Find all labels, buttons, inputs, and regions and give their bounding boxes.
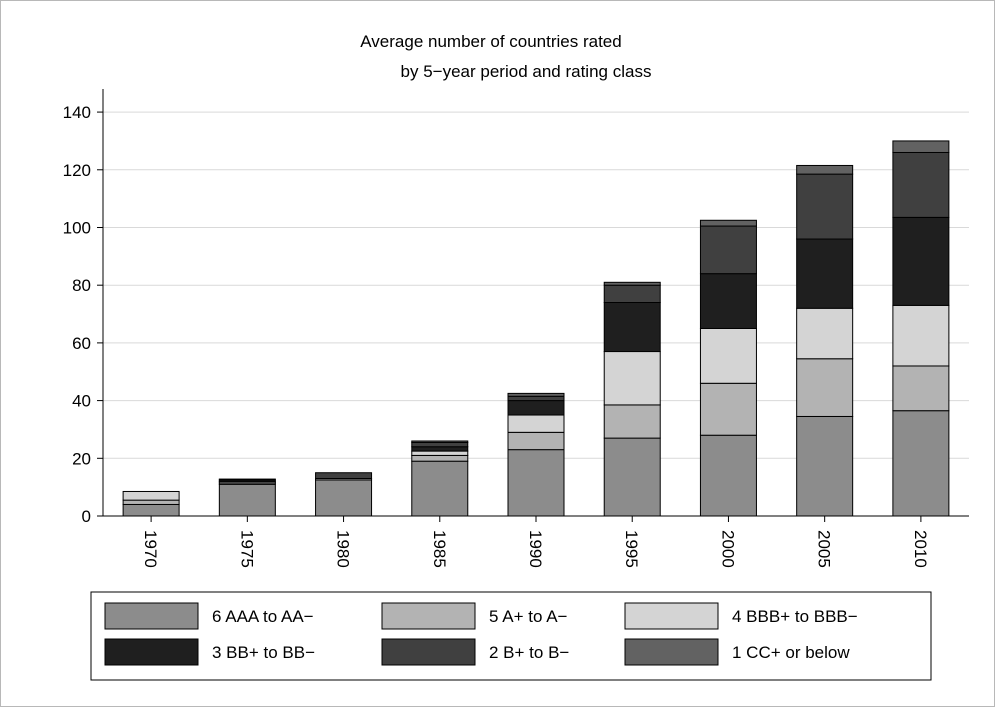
y-axis: 0 20 40 60 80 100 120 140 [63,89,104,526]
legend-label: 6 AAA to AA− [212,607,314,626]
legend-swatch [104,638,199,666]
bar-segment [892,304,950,367]
legend-label: 4 BBB+ to BBB− [732,607,858,626]
x-tick-label: 2010 [911,530,930,568]
bar-segment [603,281,661,286]
bar-segment [796,238,854,309]
bar-segment [796,164,854,175]
bar-segment [218,483,276,517]
legend-label: 5 A+ to A− [489,607,568,626]
legend-box [90,591,932,681]
legend: 6 AAA to AA− 5 A+ to A− 4 BBB+ to BBB− 3 BB… [90,591,932,681]
x-axis: 1970 1975 1980 1985 1990 1995 2000 2005 2010 [103,515,969,568]
bar-segment [892,140,950,153]
bar-segment [218,478,276,481]
bar-segment [796,358,854,417]
bar-segment [699,225,757,275]
bar-segment [699,434,757,517]
chart-title: Average number of countries rated [360,32,621,51]
x-tick-label: 1985 [430,530,449,568]
y-tick-label: 60 [72,334,91,353]
bar-segment [892,151,950,218]
bar-segment [507,392,565,397]
bar-segment [411,454,469,462]
chart-subtitle: by 5−year period and rating class [401,62,652,81]
grid-lines [103,111,969,459]
legend-swatch [624,602,719,630]
bar-segment [507,431,565,451]
legend-label: 2 B+ to B− [489,643,569,662]
legend-label: 1 CC+ or below [732,643,850,662]
x-tick-label: 1990 [526,530,545,568]
bar-segment [699,273,757,329]
bar-segment [603,302,661,353]
y-tick-label: 40 [72,392,91,411]
x-tick-label: 2005 [815,530,834,568]
bar-segment [892,216,950,306]
bar-segment [315,472,373,479]
legend-swatch [381,602,476,630]
legend-swatch [381,638,476,666]
bar-segment [699,327,757,384]
y-tick-label: 20 [72,449,91,468]
bar-segment [699,219,757,227]
bar-segment [603,284,661,303]
legend-swatch [104,602,199,630]
bar-segment [411,441,469,448]
legend-swatch [624,638,719,666]
y-tick-label: 120 [63,161,91,180]
bars [122,140,950,517]
bar-segment [411,450,469,456]
bar-segment [796,415,854,517]
x-tick-label: 1995 [622,530,641,568]
bar-segment [603,437,661,517]
bar-segment [507,400,565,416]
bar-segment [315,479,373,517]
bar-segment [411,460,469,517]
x-tick-label: 1980 [334,530,353,568]
bar-segment [411,446,469,452]
bar-segment [699,382,757,436]
x-tick-label: 2000 [718,530,737,568]
y-tick-label: 140 [63,103,91,122]
bar-segment [603,351,661,406]
bar-segment [122,499,180,505]
bar-segment [796,173,854,240]
bar-segment [796,307,854,360]
bar-segment [507,395,565,402]
x-tick-label: 1975 [237,530,256,568]
y-tick-label: 80 [72,276,91,295]
bar-segment [411,440,469,443]
bar-segment [603,404,661,439]
y-tick-label: 100 [63,218,91,237]
legend-label: 3 BB+ to BB− [212,643,315,662]
bar-segment [122,503,180,517]
bar-segment [507,414,565,433]
bar-segment [122,490,180,501]
y-tick-label: 0 [82,507,91,526]
bar-segment [892,410,950,517]
bar-segment [507,449,565,517]
bar-segment [892,365,950,412]
x-tick-label: 1970 [141,530,160,568]
